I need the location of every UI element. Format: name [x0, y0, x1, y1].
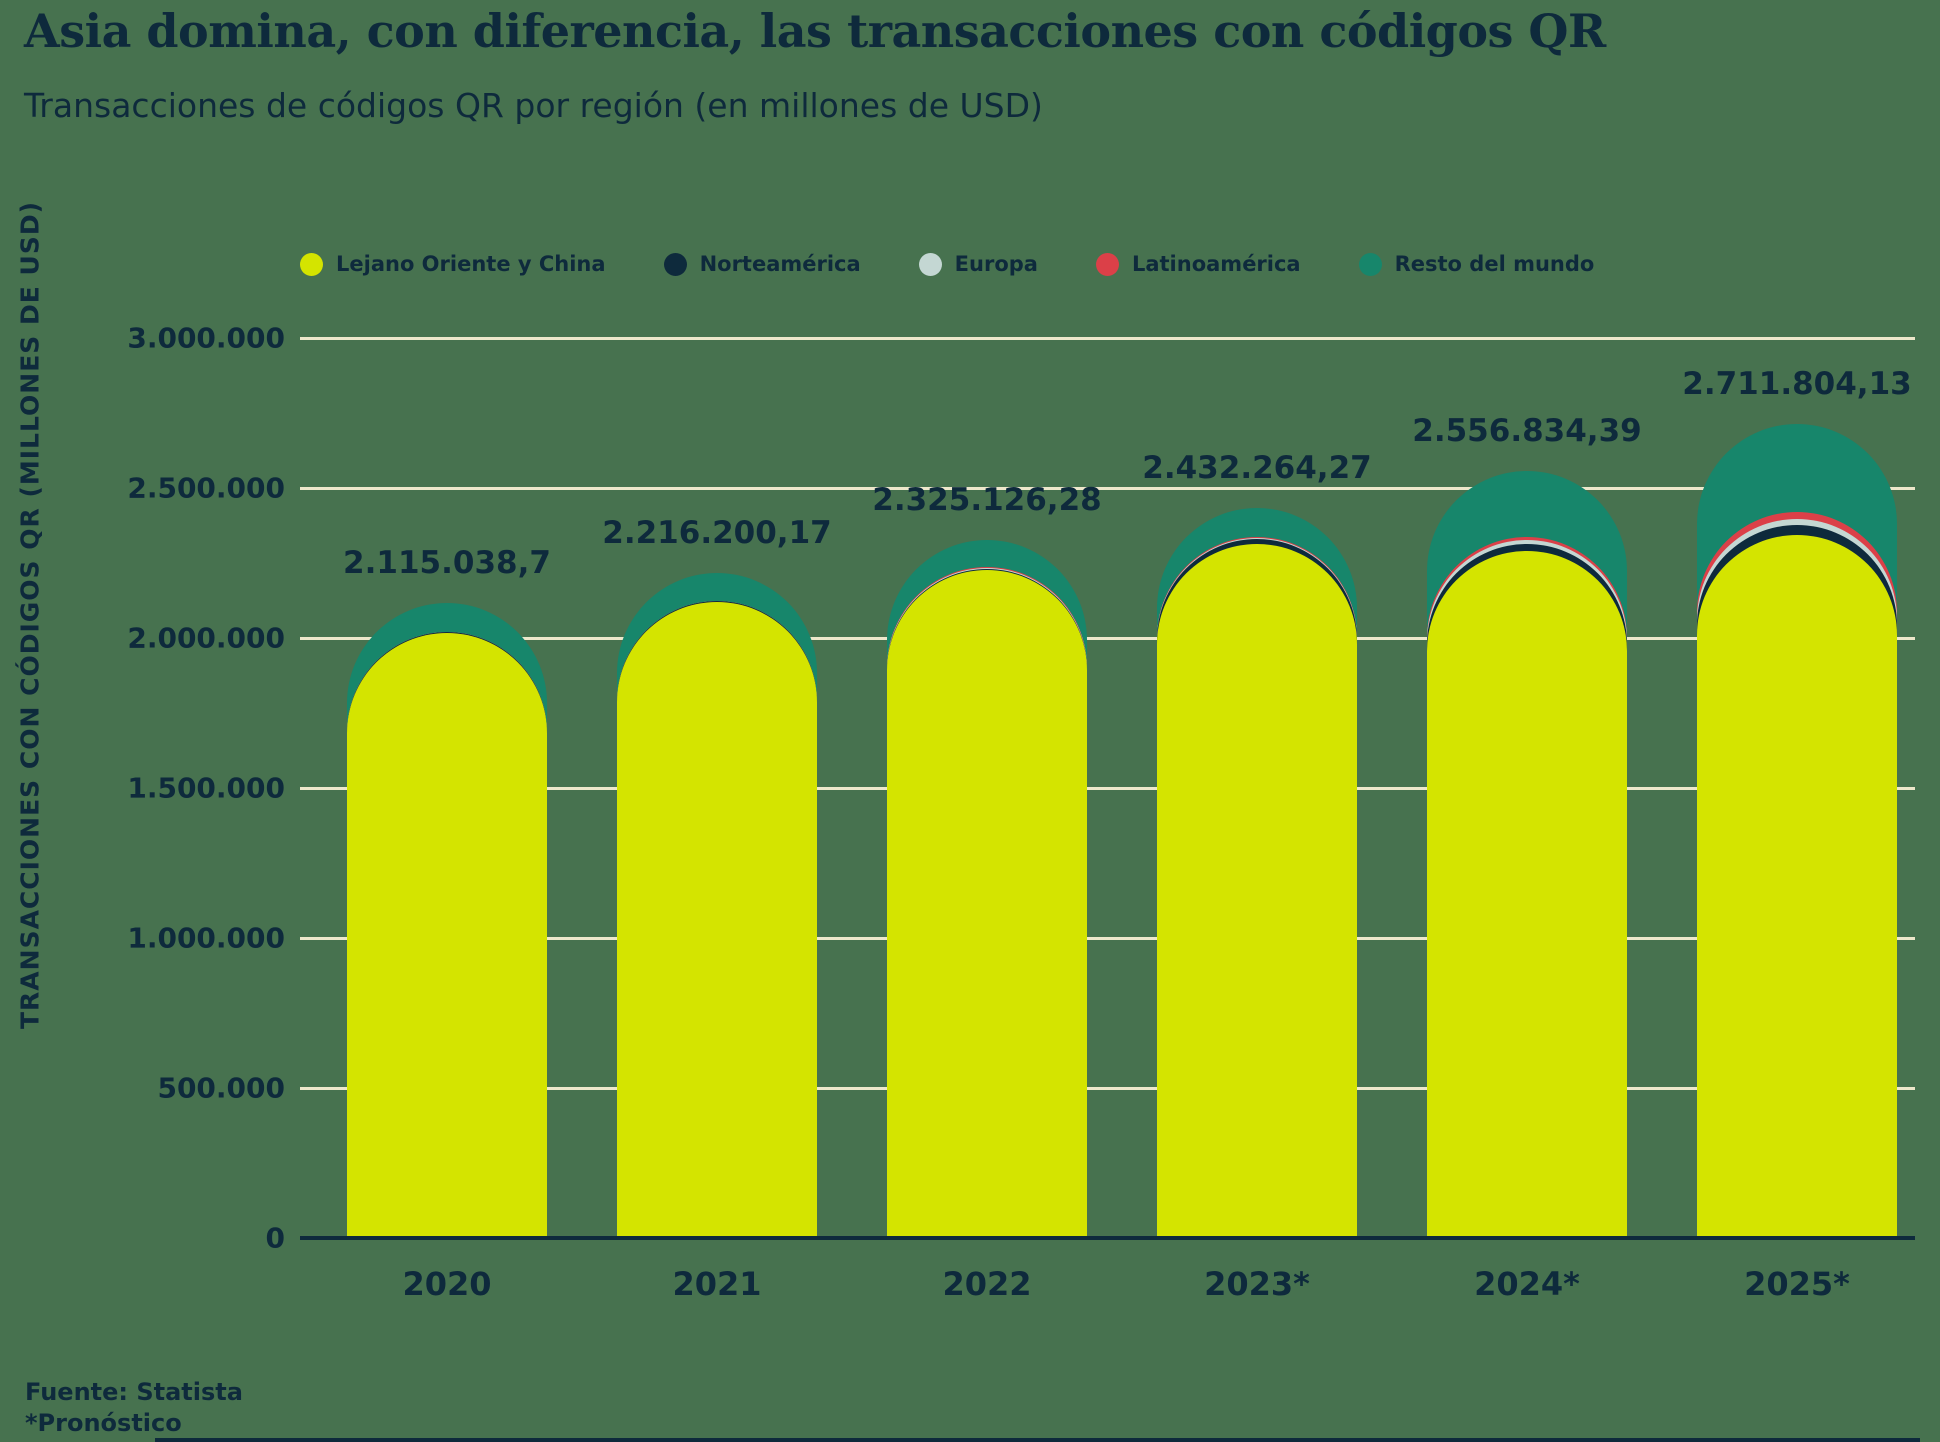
legend-item-label: Latinoamérica	[1131, 252, 1301, 276]
x-tick-label: 2025*	[1744, 1265, 1850, 1303]
y-axis-title: TRANSACCIONES CON CÓDIGOS QR (MILLONES D…	[15, 200, 45, 1030]
bar-total-label: 2.711.804,13	[1682, 366, 1912, 403]
chart-title: Asia domina, con diferencia, las transac…	[24, 4, 1606, 58]
bar-total-label: 2.556.834,39	[1412, 412, 1642, 449]
bar-segment-lejano-oriente-y-china	[1697, 534, 1897, 1238]
legend-item: Lejano Oriente y China	[300, 252, 606, 276]
chart-subtitle: Transacciones de códigos QR por región (…	[24, 86, 1043, 125]
x-tick-label: 2024*	[1474, 1265, 1580, 1303]
gridline	[300, 636, 1915, 640]
legend-item-label: Europa	[954, 252, 1038, 276]
y-tick-label: 0	[265, 1221, 285, 1255]
source-note: Fuente: Statista	[25, 1378, 243, 1406]
legend-item: Resto del mundo	[1358, 252, 1595, 276]
gridline	[300, 786, 1915, 790]
y-tick-label: 2.000.000	[127, 621, 285, 655]
gridline	[300, 486, 1915, 490]
legend-dot-icon	[1095, 252, 1119, 276]
legend-item-label: Norteamérica	[699, 252, 861, 276]
x-tick-label: 2020	[402, 1265, 492, 1303]
bar-segment-lejano-oriente-y-china	[617, 602, 817, 1238]
legend-dot-icon	[663, 252, 687, 276]
y-tick-label: 1.000.000	[127, 921, 285, 955]
bar-total-label: 2.115.038,7	[343, 545, 551, 582]
x-tick-label: 2023*	[1204, 1265, 1310, 1303]
bar-total-label: 2.216.200,17	[602, 515, 832, 552]
bar-segment-lejano-oriente-y-china	[887, 569, 1087, 1238]
legend-dot-icon	[918, 252, 942, 276]
legend-dot-icon	[1358, 252, 1382, 276]
legend-item: Europa	[918, 252, 1038, 276]
y-tick-label: 3.000.000	[127, 321, 285, 355]
x-tick-label: 2021	[672, 1265, 762, 1303]
x-tick-label: 2022	[942, 1265, 1032, 1303]
legend-item-label: Lejano Oriente y China	[336, 252, 606, 276]
gridline	[300, 336, 1915, 340]
y-tick-label: 2.500.000	[127, 471, 285, 505]
gridline	[300, 1086, 1915, 1090]
bar-segment-lejano-oriente-y-china	[1157, 543, 1357, 1238]
x-axis-line	[300, 1236, 1915, 1240]
legend: Lejano Oriente y China Norteamérica Europa…	[300, 252, 1594, 276]
forecast-note: *Pronóstico	[25, 1409, 182, 1437]
legend-item: Latinoamérica	[1095, 252, 1301, 276]
bar-total-label: 2.325.126,28	[872, 482, 1102, 519]
bar-segment-lejano-oriente-y-china	[347, 632, 547, 1238]
legend-item: Norteamérica	[663, 252, 861, 276]
bar-segment-lejano-oriente-y-china	[1427, 551, 1627, 1238]
bar-total-label: 2.432.264,27	[1142, 450, 1372, 487]
bottom-rule	[155, 1438, 1920, 1442]
y-tick-label: 1.500.000	[127, 771, 285, 805]
legend-dot-icon	[300, 252, 323, 276]
y-tick-label: 500.000	[157, 1071, 285, 1105]
gridline	[300, 936, 1915, 940]
legend-item-label: Resto del mundo	[1394, 252, 1595, 276]
